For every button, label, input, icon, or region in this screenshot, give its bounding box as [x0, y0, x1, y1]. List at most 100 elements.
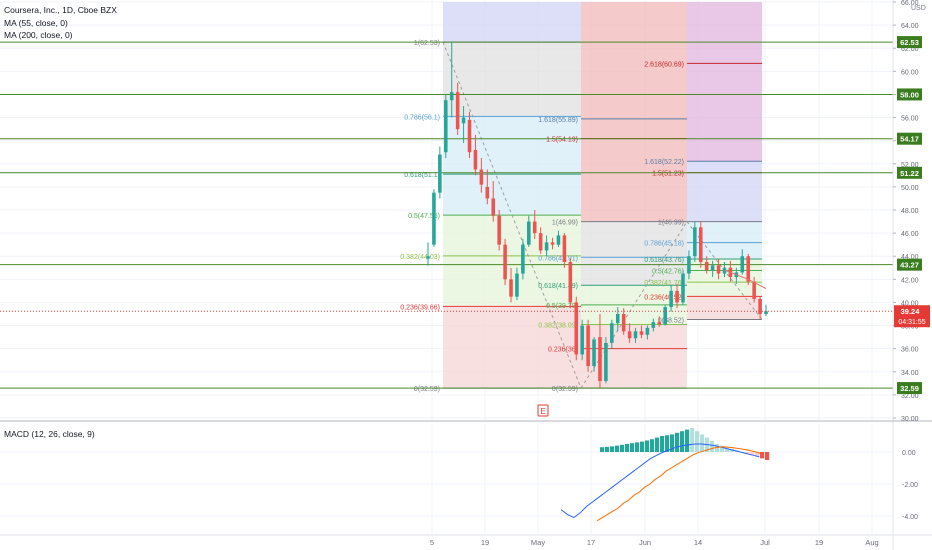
candle-body [639, 331, 644, 335]
candle-body [592, 339, 596, 366]
fib-level-label: 1(62.53) [414, 40, 440, 47]
fib-zone [581, 221, 687, 286]
candle-body [467, 119, 472, 153]
candle-body [604, 342, 608, 382]
y-tick-label: 66.00 [901, 0, 919, 7]
level-badge-label: 32.59 [900, 384, 919, 393]
fib-level-label: 0.786(56.1) [404, 114, 440, 121]
ma200-legend: MA (200, close, 0) [4, 30, 73, 40]
candle-body [627, 331, 632, 339]
x-tick-label: 17 [587, 538, 595, 547]
fib-ext-zone [581, 2, 687, 222]
fib-level-label: 0.236(39.66) [400, 304, 440, 311]
candle-body [716, 265, 721, 274]
macd-histogram-bar [680, 431, 685, 452]
level-badge-label: 58.00 [900, 90, 919, 99]
candle-body [485, 186, 490, 199]
macd-histogram-bar [640, 441, 645, 452]
ma55-legend: MA (55, close, 0) [4, 18, 68, 28]
price-badge-value: 39.24 [901, 307, 921, 316]
fib-level-label: 0.5(42.76) [652, 269, 684, 276]
candle-body [538, 233, 543, 251]
y-tick-label: 42.00 [901, 277, 919, 284]
y-tick-label: 48.00 [901, 208, 919, 215]
level-badge [897, 382, 922, 395]
fib-level-label: 0(38.52) [658, 318, 684, 325]
candle-body [633, 331, 638, 339]
trend-line [442, 41, 582, 389]
x-tick-label: Aug [865, 538, 878, 547]
y-tick-label: 40.00 [901, 300, 919, 307]
candle-body [497, 215, 501, 245]
candle-body [752, 281, 756, 299]
x-tick-label: Jun [639, 538, 651, 547]
y-tick-label: 36.00 [901, 347, 919, 354]
candle-body [758, 298, 762, 314]
macd-histogram-bar [665, 435, 670, 452]
fib-zone [443, 116, 581, 216]
fib-ext-label: 1.5(54.19) [546, 136, 578, 143]
fib-level-label: 0.618(43.76) [644, 257, 684, 264]
fib-zone [443, 306, 581, 389]
macd-histogram-bar [725, 447, 730, 452]
fib-level-label: 0.5(39.79) [546, 303, 578, 310]
macd-histogram-bar [695, 431, 700, 452]
y-tick-label: 50.00 [901, 185, 919, 192]
price-badge [894, 305, 930, 328]
candle-body [621, 314, 626, 332]
macd-histogram-bar [715, 444, 720, 452]
macd-histogram-bar [625, 444, 630, 452]
earnings-marker [537, 404, 549, 417]
candle-body [432, 192, 436, 245]
candle-body [491, 198, 496, 216]
macd-histogram-bar [710, 440, 715, 452]
candle-body [532, 221, 537, 234]
fib-level-label: 0.618(41.49) [538, 283, 578, 290]
fib-ext-zone [687, 2, 762, 162]
macd-histogram-bar [660, 436, 665, 452]
fib-level-label: 0.618(51.1) [404, 172, 440, 179]
y-tick-label: 60.00 [901, 69, 919, 76]
candle-body [562, 235, 567, 262]
macd-histogram-bar [765, 452, 770, 460]
macd-histogram-bar [755, 452, 760, 457]
fib-level-label: 0.382(44.03) [400, 254, 440, 261]
level-badge [897, 36, 922, 49]
macd-histogram-bar [745, 452, 750, 454]
fib-level-label: 0.382(38.09) [538, 323, 578, 330]
currency-label: USD [911, 5, 926, 12]
y-tick-label: 56.00 [901, 116, 919, 123]
level-badge [897, 258, 922, 271]
x-tick-label: 14 [694, 538, 702, 547]
candle-body [574, 302, 579, 355]
candle-body [740, 256, 745, 273]
candle-body [455, 92, 460, 130]
x-tick-label: Jul [760, 538, 770, 547]
candle-body [687, 256, 691, 274]
candle-body [615, 314, 620, 324]
fib-ext-label: 1.5(51.23) [652, 171, 684, 178]
price-badge-countdown: 04:31:55 [898, 319, 925, 326]
candle-body [610, 323, 614, 343]
candle-body [580, 325, 584, 355]
macd-tick-label: -4.00 [902, 514, 918, 521]
candle-body [598, 337, 602, 382]
fib-level-label: 0.236(36) [548, 347, 578, 354]
candle-body [669, 290, 673, 308]
macd-histogram-bar [720, 445, 725, 452]
fib-level-label: 0.236(40.52) [644, 294, 684, 301]
macd-histogram-bar [605, 446, 610, 452]
candle-body [586, 325, 590, 366]
candle-body [746, 256, 750, 282]
macd-histogram-bar [600, 447, 605, 452]
fib-level-label: 1(46.99) [658, 220, 684, 227]
candle-body [663, 307, 667, 325]
macd-histogram-bar [630, 443, 635, 452]
candle-body [473, 149, 478, 170]
y-tick-label: 34.00 [901, 370, 919, 377]
macd-line [560, 443, 760, 519]
fib-level-label: 0.5(47.56) [408, 213, 440, 220]
x-tick-label: 19 [481, 538, 489, 547]
x-tick-label: 5 [430, 538, 434, 547]
